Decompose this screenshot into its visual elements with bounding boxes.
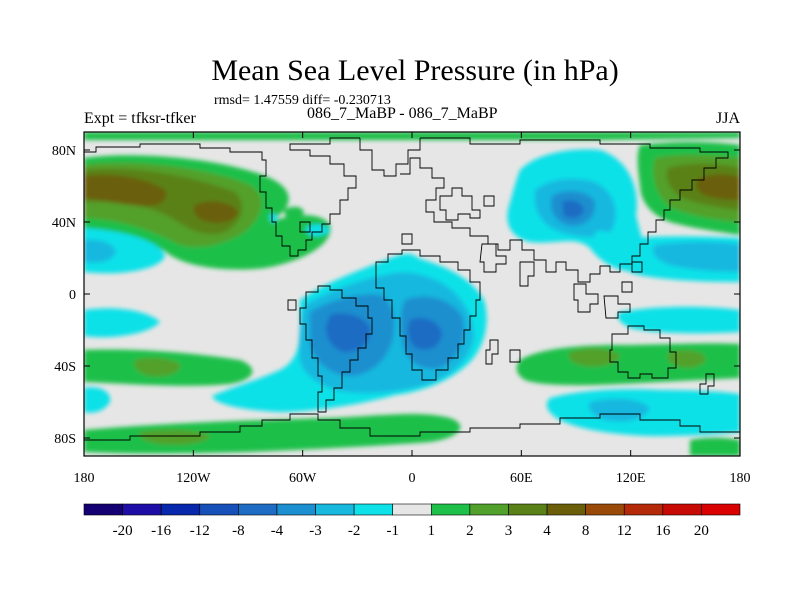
anomaly-region-central-neg4 [325,313,371,352]
coastline-europe [439,187,481,221]
x-tick-label: 60E [510,471,533,486]
colorbar-box [160,503,201,516]
coastline-south-america [299,285,373,413]
anomaly-region-trop-pac-neg1b [84,308,160,338]
coastline-australia [609,325,677,379]
colorbar-box [701,503,741,516]
anomaly-region-east-neg1b [617,306,740,334]
colorbar-label: -12 [190,523,210,539]
colorbar-box [623,503,664,516]
colorbar-label: -4 [271,523,284,539]
colorbar-label: -1 [386,523,399,539]
colorbar-label: -3 [309,523,322,539]
x-tick-label: 60W [289,471,317,486]
colorbar-label: -16 [151,523,171,539]
anomaly-region-epac-8 [696,174,740,200]
anomaly-region-east-neg2 [653,241,740,272]
coastline-north-america [84,137,360,257]
x-tick-label: 180 [730,471,751,486]
anomaly-region-so-neg2 [588,398,650,422]
colorbar-box [122,503,162,516]
anomaly-region-sh-3-west [134,357,181,377]
y-tick-label: 0 [69,288,76,303]
x-axis: 180 120W 60W 0 60E 120E 180 [74,132,751,486]
y-axis: 80N 40N 0 40S 80S [52,144,740,447]
coastline-madagascar [485,339,499,365]
colorbar-box [546,503,586,516]
anomaly-region-sh-neg-west [84,387,111,413]
colorbar-box [353,503,394,516]
colorbar-label: 2 [466,523,474,539]
colorbar-label: -2 [348,523,361,539]
x-tick-label: 0 [409,471,416,486]
rmsd-diff-stats: rmsd= 1.47559 diff= -0.230713 [214,93,391,108]
colorbar: -20 -16 -12 -8 -4 -3 -2 -1 1 2 3 4 8 12 16 20 [83,503,741,539]
chart-title: Mean Sea Level Pressure (in hPa) [211,54,619,87]
x-tick-label: 120W [176,471,211,486]
coastline-islands [287,195,643,363]
y-tick-label: 40N [52,216,76,231]
colorbar-label: 4 [543,523,551,539]
coastline-south-asia [479,243,631,319]
colorbar-box [315,503,355,516]
anomaly-region-atl-positive [284,206,304,220]
colorbar-box [392,503,432,516]
anomaly-region-atl-neg1 [305,224,330,237]
colorbar-label: -8 [232,523,245,539]
colorbar-box [469,503,509,516]
y-tick-label: 40S [54,360,76,375]
anomaly-region-atl-neg1b [269,213,277,223]
anomaly-region-antarctic-pos-east [690,437,740,456]
coastline-new-zealand [699,373,715,395]
experiment-label: Expt = tfksr-tfker [84,110,196,127]
colorbar-box [430,503,471,516]
x-tick-label: 180 [74,471,95,486]
anomaly-field [84,132,740,456]
colorbar-box [276,503,316,516]
coastline-antarctica [84,413,740,441]
colorbar-label: 3 [505,523,513,539]
anomaly-region-sh-3-east2 [667,350,706,368]
anomaly-region-npac-8b [193,201,238,223]
colorbar-box [662,503,702,516]
anomaly-region-trop-pac-negative [84,228,165,274]
colorbar-box [508,503,548,516]
y-tick-label: 80S [54,432,76,447]
coastlines [84,137,740,441]
colorbar-label: 1 [428,523,436,539]
anomaly-region-npac-8 [84,174,167,207]
anomaly-region-antarctic-3 [139,429,210,445]
comparison-label: 086_7_MaBP - 086_7_MaBP [307,105,498,122]
anomaly-region-asia-neg4 [562,200,584,218]
colorbar-box [585,503,625,516]
colorbar-label: 20 [694,523,709,539]
x-tick-label: 120E [616,471,646,486]
y-tick-label: 80N [52,144,76,159]
season-label: JJA [716,110,741,127]
colorbar-label: 12 [617,523,632,539]
colorbar-label: 8 [582,523,590,539]
anomaly-region-sh-3-east [568,348,620,367]
anomaly-region-central-neg4b [408,317,442,350]
colorbar-box [238,503,278,516]
colorbar-box [199,503,239,516]
coastline-eurasia [400,137,729,283]
colorbar-label: 16 [655,523,671,539]
anomaly-region-trop-pac-neg2 [84,239,116,263]
colorbar-box [83,503,123,516]
coastline-greenland [359,138,421,177]
coastline-africa [375,249,481,381]
colorbar-label: -20 [113,523,133,539]
